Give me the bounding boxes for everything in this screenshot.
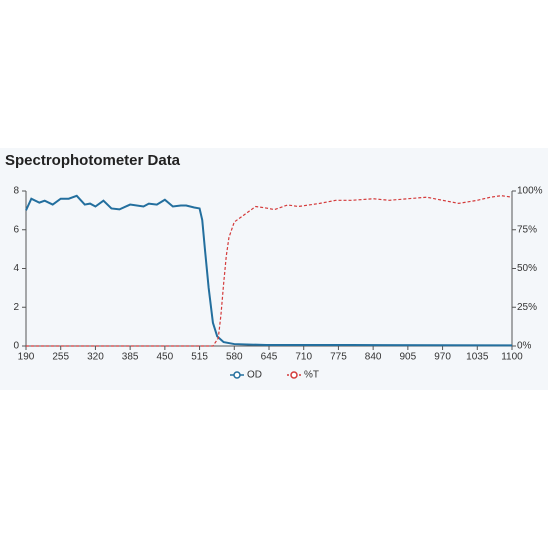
- y-tick-label: 0: [13, 341, 19, 352]
- x-tick-label: 1100: [501, 352, 523, 363]
- x-tick-label: 580: [226, 352, 243, 363]
- x-tick-label: 775: [330, 352, 347, 363]
- y-tick-label: 8: [13, 186, 19, 197]
- y2-tick-label: 25%: [517, 302, 537, 313]
- x-tick-label: 1035: [466, 352, 489, 363]
- x-tick-label: 190: [18, 352, 35, 363]
- x-tick-label: 255: [52, 352, 69, 363]
- y2-tick-label: 75%: [517, 224, 537, 235]
- chart-title: Spectrophotometer Data: [5, 152, 181, 169]
- y2-tick-label: 0%: [517, 341, 532, 352]
- chart-panel: [0, 148, 548, 390]
- x-tick-label: 450: [157, 352, 174, 363]
- x-tick-label: 320: [87, 352, 104, 363]
- y2-tick-label: 50%: [517, 263, 537, 274]
- x-tick-label: 970: [434, 352, 451, 363]
- y2-tick-label: 100%: [517, 186, 543, 197]
- legend-label: OD: [247, 370, 262, 381]
- x-tick-label: 840: [365, 352, 382, 363]
- series-line: [26, 195, 513, 347]
- y-tick-label: 6: [13, 224, 19, 235]
- legend-marker: [233, 371, 241, 379]
- series-line: [25, 194, 513, 347]
- x-tick-label: 385: [122, 352, 139, 363]
- x-tick-label: 645: [261, 352, 278, 363]
- x-tick-label: 710: [295, 352, 312, 363]
- x-tick-label: 905: [400, 352, 417, 363]
- y-tick-label: 4: [13, 263, 19, 274]
- x-tick-label: 515: [191, 352, 208, 363]
- y-tick-label: 2: [13, 302, 19, 313]
- legend-label: %T: [304, 370, 319, 381]
- legend-marker: [290, 371, 298, 379]
